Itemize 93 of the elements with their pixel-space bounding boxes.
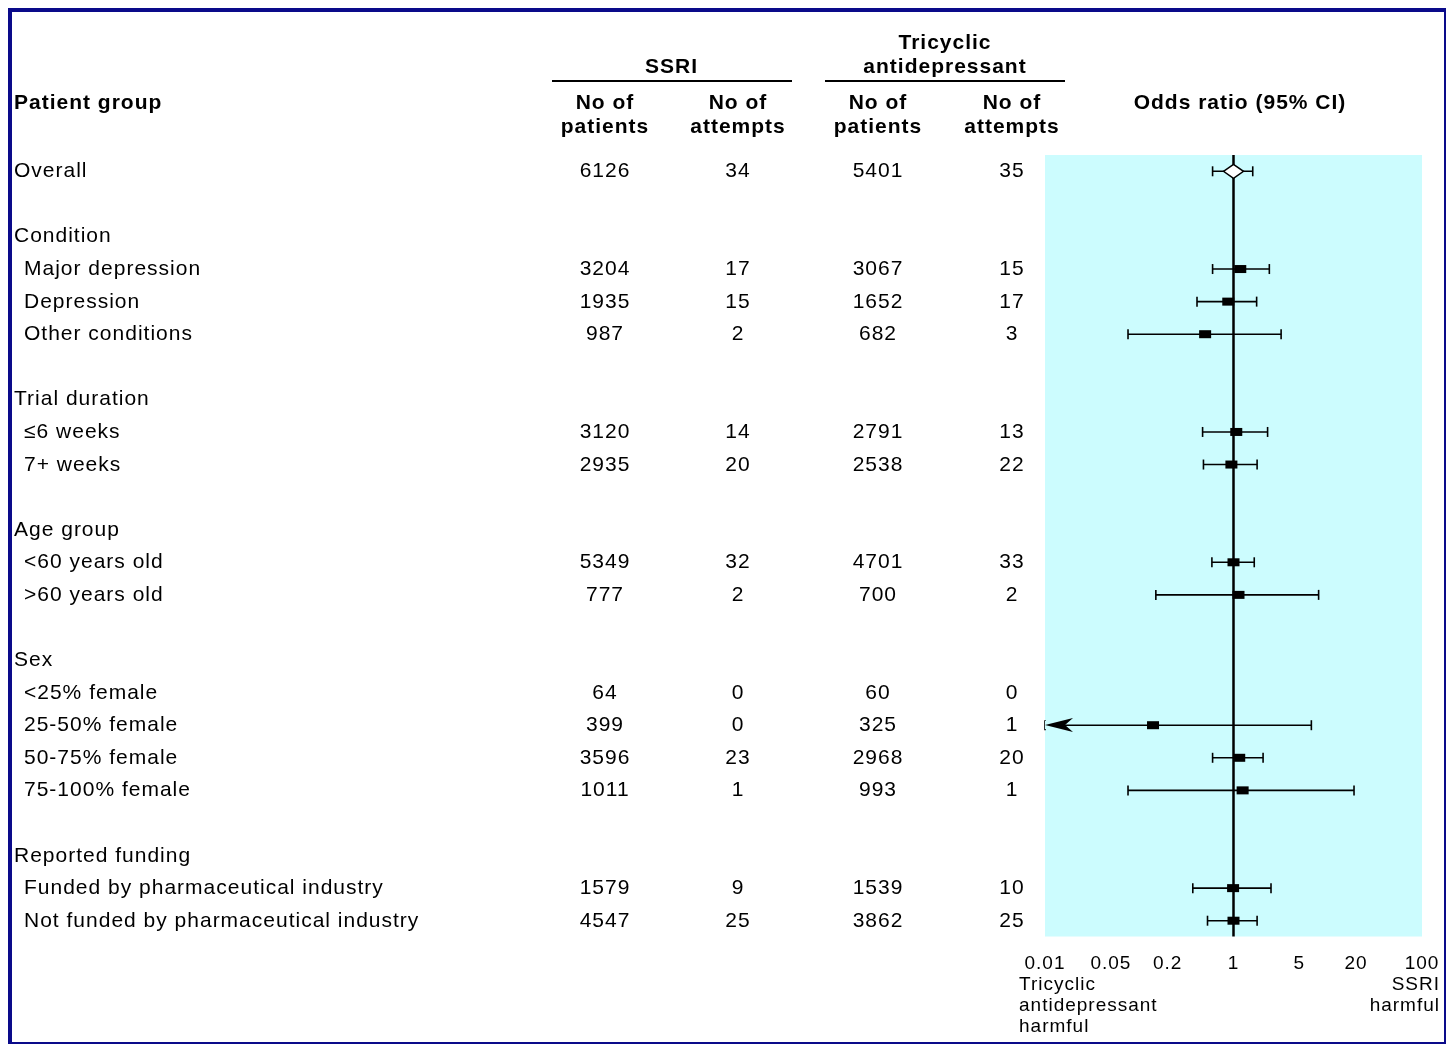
category-label: ≤6 weeks bbox=[24, 418, 121, 443]
data-label: 4547 bbox=[578, 907, 632, 932]
text: Tricyclic antidepressant bbox=[862, 29, 1028, 78]
text: No of attempts bbox=[689, 90, 787, 138]
data-label: 5349 bbox=[578, 549, 632, 574]
data-label: 33 bbox=[998, 549, 1026, 574]
data-label: 60 bbox=[864, 679, 892, 704]
category-label: >60 years old bbox=[24, 581, 164, 606]
data-label: 1 bbox=[1004, 712, 1020, 737]
data-label: 2935 bbox=[578, 451, 632, 476]
x-tick-label: 0.01 bbox=[1024, 952, 1066, 973]
category-label: <25% female bbox=[24, 679, 159, 704]
category-label: Funded by pharmaceutical industry bbox=[24, 875, 384, 900]
data-label: 1652 bbox=[851, 288, 905, 313]
data-label: 2 bbox=[730, 321, 746, 346]
x-tick-label: 100 bbox=[1404, 952, 1440, 973]
category-label: <60 years old bbox=[24, 549, 164, 574]
data-label: 3862 bbox=[851, 907, 905, 932]
data-label: 399 bbox=[584, 712, 625, 737]
data-label: 22 bbox=[998, 451, 1026, 476]
data-label: 20 bbox=[998, 744, 1026, 769]
chart-title: Odds ratio (95% CI) bbox=[1133, 90, 1347, 113]
category-label: Condition bbox=[14, 223, 112, 248]
data-label: 10 bbox=[998, 875, 1026, 900]
category-label: 25-50% female bbox=[24, 712, 179, 737]
data-label: 2968 bbox=[851, 744, 905, 769]
category-label: Major depression bbox=[24, 256, 202, 281]
category-label: Depression bbox=[24, 288, 141, 313]
data-label: 34 bbox=[724, 158, 752, 183]
data-label: 64 bbox=[591, 679, 619, 704]
x-tick-label: 0.05 bbox=[1090, 952, 1132, 973]
data-label: 2791 bbox=[851, 418, 905, 443]
text: SSRI harmful bbox=[1368, 973, 1440, 1015]
data-label: 682 bbox=[857, 321, 898, 346]
data-label: 13 bbox=[998, 418, 1026, 443]
data-label: 25 bbox=[724, 907, 752, 932]
data-label: 9 bbox=[730, 875, 746, 900]
category-label: Other conditions bbox=[24, 321, 193, 346]
y-axis-title: Patient group bbox=[14, 90, 163, 114]
category-label: Reported funding bbox=[14, 842, 192, 867]
data-label: 993 bbox=[857, 777, 898, 802]
data-label: 1579 bbox=[578, 875, 632, 900]
data-label: 1 bbox=[730, 777, 746, 802]
data-label: 2 bbox=[730, 581, 746, 606]
data-label: 23 bbox=[724, 744, 752, 769]
text: No of patients bbox=[832, 90, 924, 138]
data-label: 1539 bbox=[851, 875, 905, 900]
x-tick-label: 20 bbox=[1344, 952, 1368, 973]
data-label: 15 bbox=[998, 256, 1026, 281]
data-label: 35 bbox=[998, 158, 1026, 183]
data-label: 17 bbox=[998, 288, 1026, 313]
data-label: 3596 bbox=[578, 744, 632, 769]
x-tick-label: 1 bbox=[1227, 952, 1240, 973]
text: No of attempts bbox=[963, 90, 1061, 138]
data-label: 32 bbox=[724, 549, 752, 574]
category-label: Trial duration bbox=[14, 386, 150, 411]
data-label: 4701 bbox=[851, 549, 905, 574]
point bbox=[1222, 163, 1245, 180]
data-label: 325 bbox=[857, 712, 898, 737]
category-label: 75-100% female bbox=[24, 777, 191, 802]
data-label: 2 bbox=[1004, 581, 1020, 606]
data-label: 14 bbox=[724, 418, 752, 443]
text: No of patients bbox=[559, 90, 651, 138]
x-tick-label: 0.2 bbox=[1152, 952, 1183, 973]
data-label: 777 bbox=[584, 581, 625, 606]
data-label: 0 bbox=[730, 712, 746, 737]
data-label: 17 bbox=[724, 256, 752, 281]
data-label: 15 bbox=[724, 288, 752, 313]
data-label: 700 bbox=[857, 581, 898, 606]
data-label: 1011 bbox=[579, 777, 631, 802]
data-label: 3 bbox=[1004, 321, 1020, 346]
data-label: 1935 bbox=[578, 288, 632, 313]
data-label: 20 bbox=[724, 451, 752, 476]
data-label: 3067 bbox=[851, 256, 905, 281]
data-label: 5401 bbox=[851, 158, 905, 183]
category-label: 50-75% female bbox=[24, 744, 179, 769]
category-label: Sex bbox=[14, 647, 54, 672]
data-label: 0 bbox=[1004, 679, 1020, 704]
category-label: Age group bbox=[14, 516, 120, 541]
text: SSRI bbox=[644, 53, 699, 78]
x-tick-label: 5 bbox=[1293, 952, 1306, 973]
data-label: 1 bbox=[1004, 777, 1020, 802]
category-label: 7+ weeks bbox=[24, 451, 122, 476]
data-label: 987 bbox=[584, 321, 625, 346]
data-label: 0 bbox=[730, 679, 746, 704]
data-label: 25 bbox=[998, 907, 1026, 932]
data-label: 2538 bbox=[851, 451, 905, 476]
data-label: 3120 bbox=[578, 418, 632, 443]
category-label: Not funded by pharmaceutical industry bbox=[24, 907, 420, 932]
data-label: 3204 bbox=[578, 256, 632, 281]
text: Tricyclic antidepressant harmful bbox=[1019, 973, 1159, 1036]
category-label: Overall bbox=[14, 158, 88, 183]
data-label: 6126 bbox=[578, 158, 632, 183]
